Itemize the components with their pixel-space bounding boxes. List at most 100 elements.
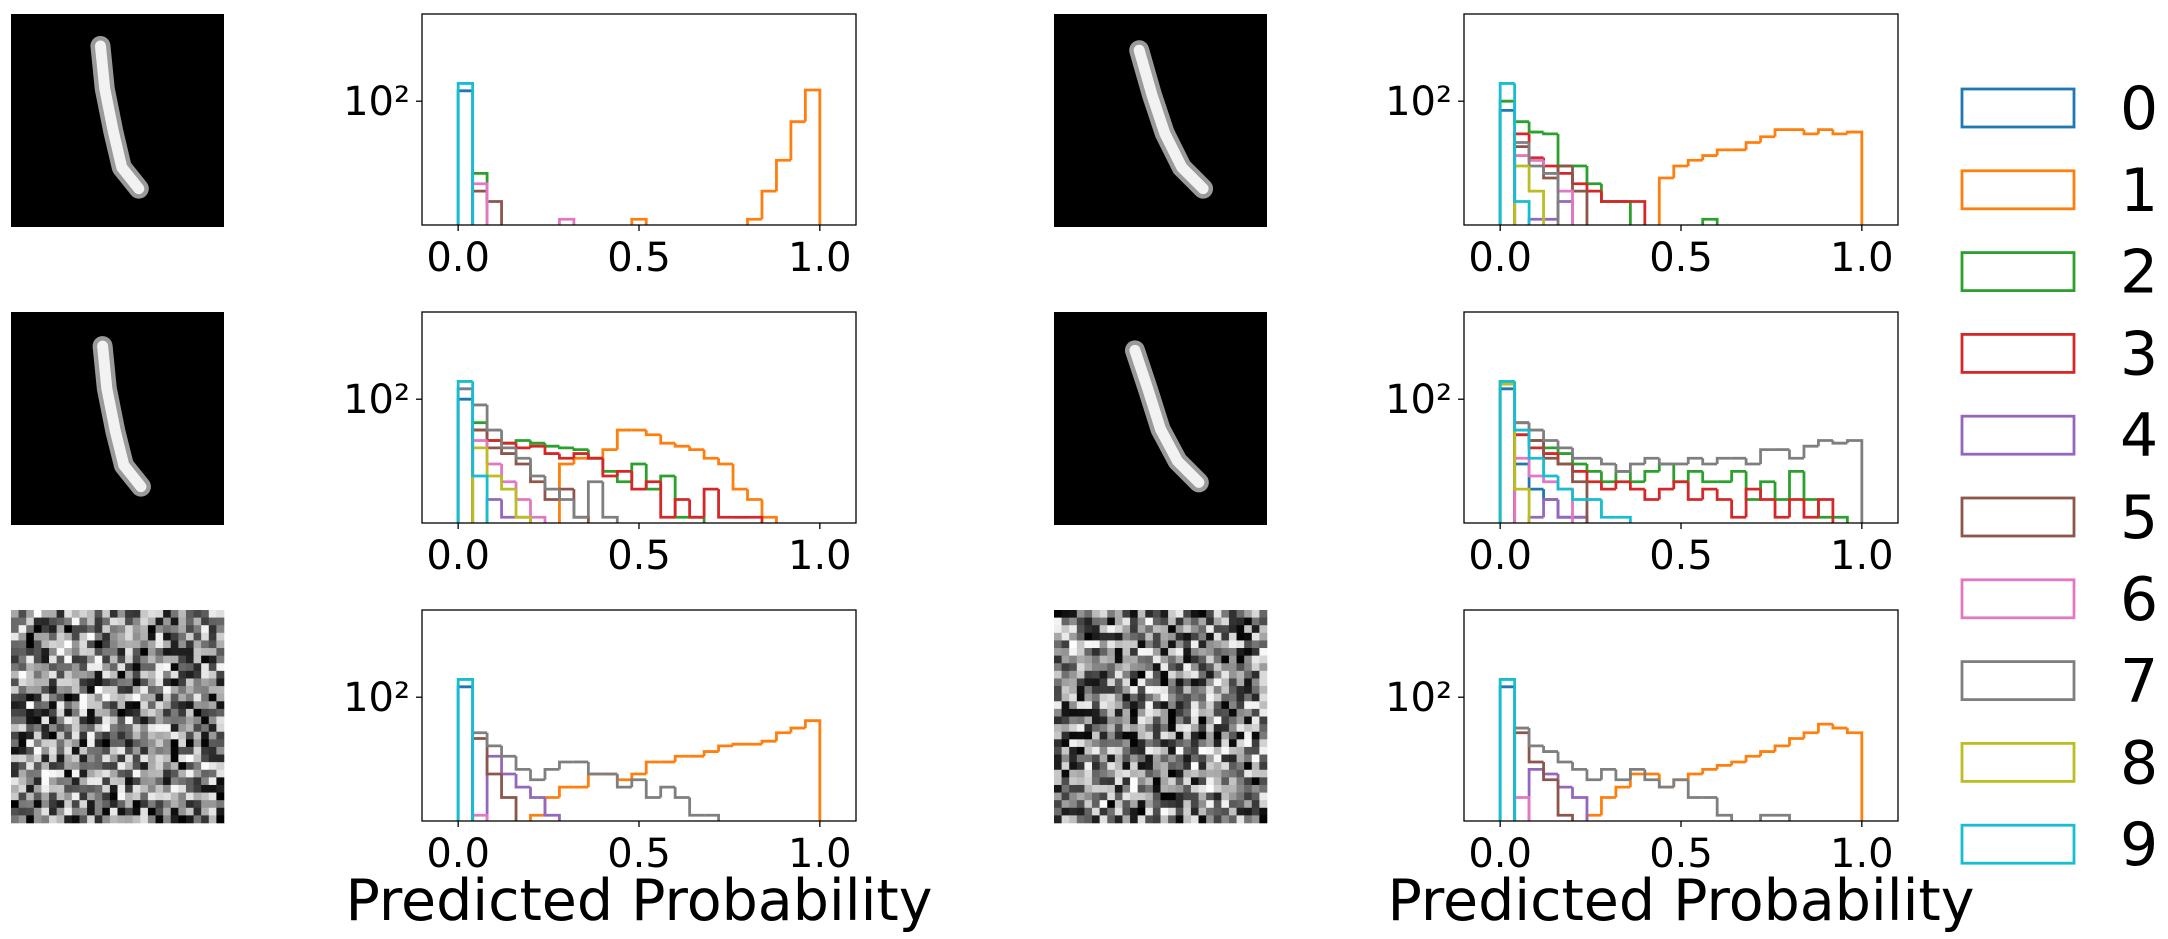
noise-pixel (1175, 678, 1184, 687)
plot-area (456, 380, 778, 523)
histogram-step (1657, 176, 1674, 225)
noise-pixel (1175, 716, 1184, 725)
noise-pixel (178, 815, 187, 824)
noise-pixel (1221, 693, 1230, 702)
noise-pixel (1168, 716, 1177, 725)
noise-pixel (1145, 784, 1154, 793)
noise-pixel (87, 708, 95, 717)
noise-pixel (1228, 792, 1237, 801)
noise-pixel (155, 800, 164, 809)
noise-pixel (1092, 610, 1100, 618)
noise-pixel (1122, 617, 1131, 626)
y-tick-label: 10² (343, 675, 410, 721)
noise-pixel (1107, 686, 1116, 694)
noise-pixel (1221, 708, 1230, 717)
noise-pixel (1259, 610, 1268, 618)
noise-pixel (155, 807, 164, 816)
noise-pixel (87, 777, 95, 786)
noise-pixel (1092, 625, 1100, 634)
histogram-step (601, 448, 618, 459)
noise-pixel (1099, 777, 1108, 786)
noise-pixel (1183, 815, 1192, 824)
noise-pixel (79, 693, 88, 702)
noise-pixel (1168, 655, 1177, 664)
noise-pixel (64, 678, 73, 687)
noise-pixel (132, 678, 141, 687)
noise-pixel (1076, 678, 1085, 687)
histogram-step (659, 434, 676, 445)
noise-pixel (41, 800, 50, 809)
noise-pixel (71, 716, 80, 725)
histogram-step (1773, 499, 1790, 519)
noise-pixel (1190, 716, 1199, 725)
noise-pixel (1137, 739, 1146, 748)
noise-pixel (1221, 777, 1230, 786)
histogram-step (1614, 769, 1631, 782)
noise-pixel (41, 754, 50, 763)
noise-pixel (1244, 739, 1253, 748)
noise-pixel (1145, 640, 1154, 649)
noise-pixel (11, 670, 19, 679)
noise-pixel (71, 739, 80, 748)
noise-pixel (64, 815, 73, 824)
noise-pixel (41, 655, 50, 664)
histogram-step (1788, 449, 1804, 460)
noise-pixel (1183, 784, 1192, 793)
noise-pixel (87, 792, 95, 801)
noise-pixel (26, 670, 35, 679)
noise-pixel (155, 762, 164, 771)
noise-pixel (208, 625, 217, 634)
noise-pixel (1236, 800, 1245, 809)
histogram-step (1542, 157, 1559, 168)
noise-pixel (178, 724, 187, 733)
noise-pixel (1054, 610, 1062, 618)
noise-pixel (132, 701, 141, 710)
noise-pixel (1160, 769, 1169, 778)
noise-pixel (1145, 663, 1154, 672)
histogram-step (789, 726, 806, 733)
histogram-step (1600, 767, 1616, 780)
noise-pixel (201, 716, 210, 725)
noise-pixel (1259, 632, 1268, 641)
noise-pixel (18, 754, 27, 763)
histogram-step (500, 440, 517, 445)
noise-pixel (147, 632, 156, 641)
noise-pixel (1251, 632, 1260, 641)
histogram-step (1585, 769, 1602, 782)
noise-pixel (1099, 686, 1108, 694)
noise-pixel (1099, 716, 1108, 725)
noise-pixel (18, 724, 27, 733)
noise-pixel (1213, 708, 1222, 717)
noise-pixel (1084, 632, 1093, 641)
noise-pixel (193, 716, 202, 725)
histogram-step (456, 397, 475, 523)
noise-pixel (94, 739, 103, 748)
noise-pixel (1076, 716, 1085, 725)
histogram-step (1802, 129, 1819, 136)
noise-pixel (216, 610, 225, 618)
histogram-step (1643, 769, 1660, 782)
noise-pixel (216, 724, 225, 733)
noise-pixel (1198, 663, 1207, 672)
noise-pixel (193, 724, 202, 733)
noise-pixel (1107, 678, 1116, 687)
histogram-step (471, 731, 488, 821)
noise-pixel (41, 716, 50, 725)
noise-pixel (26, 800, 35, 809)
histogram-step (1686, 772, 1703, 780)
noise-pixel (1244, 632, 1253, 641)
noise-pixel (109, 625, 118, 634)
noise-pixel (1236, 663, 1245, 672)
noise-pixel (117, 724, 126, 733)
noise-pixel (1221, 686, 1230, 694)
histogram-step (702, 449, 719, 460)
noise-pixel (1061, 708, 1070, 717)
noise-pixel (1069, 784, 1078, 793)
legend-label: 5 (2120, 483, 2158, 553)
noise-pixel (147, 701, 156, 710)
noise-pixel (1198, 815, 1207, 824)
histogram-step (1701, 487, 1718, 500)
noise-pixel (140, 769, 149, 778)
noise-pixel (125, 739, 134, 748)
